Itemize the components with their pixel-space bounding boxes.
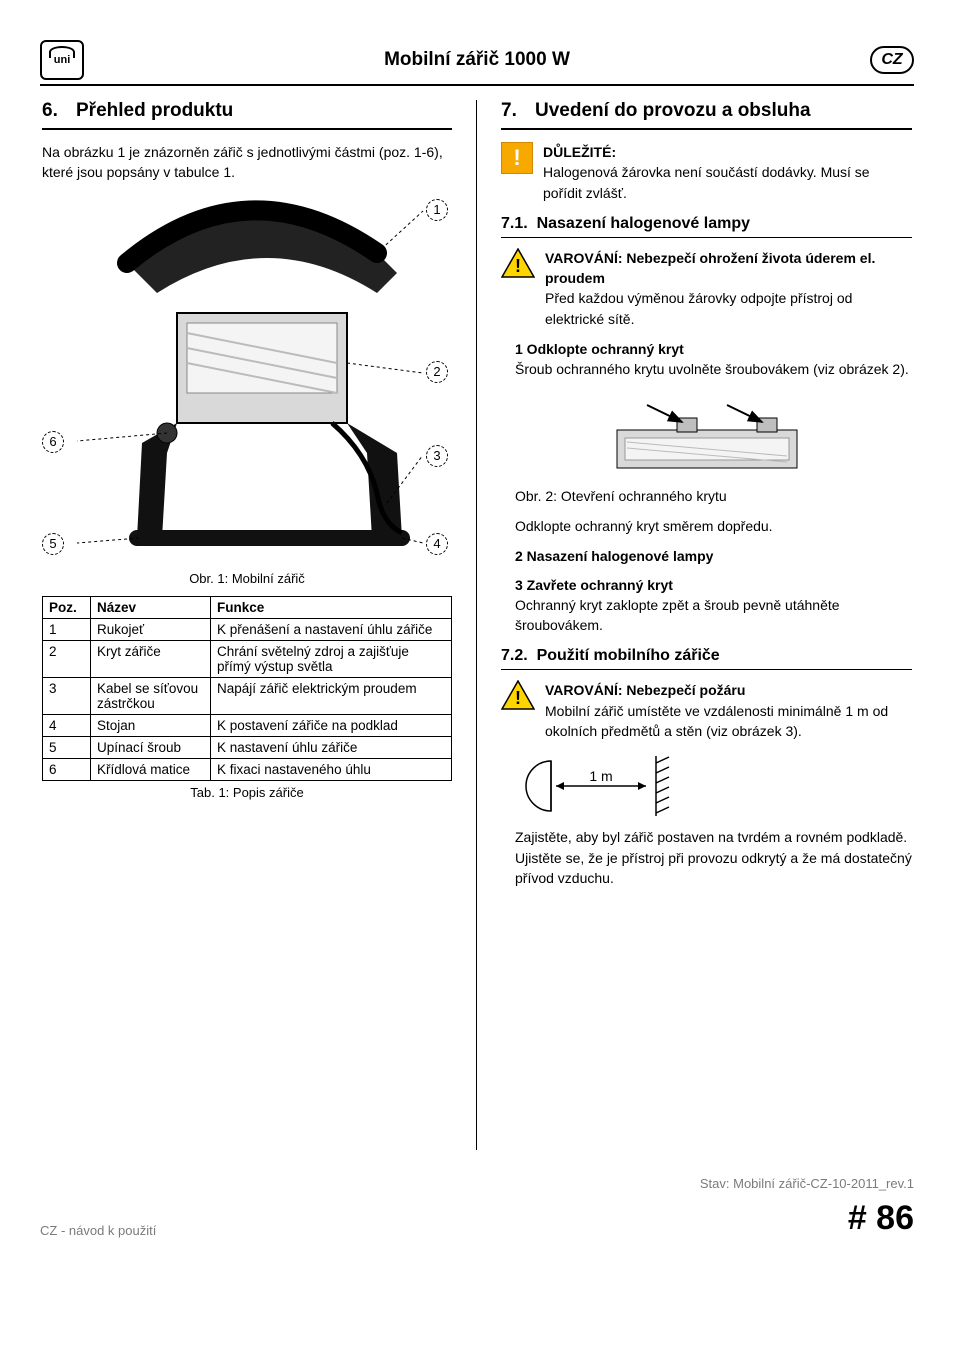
table-cell: 4 (43, 714, 91, 736)
distance-diagram: 1 m (521, 751, 701, 821)
warning-notice-shock: ! VAROVÁNÍ: Nebezpečí ohrožení života úd… (501, 248, 912, 329)
table-header: Poz. (43, 596, 91, 618)
warning-icon: ! (501, 680, 535, 710)
step-3-head: 3 Zavřete ochranný kryt (515, 577, 673, 593)
right-column: 7. Uvedení do provozu a obsluha ! DŮLEŽI… (477, 100, 914, 1150)
table-row: 1RukojeťK přenášení a nastavení úhlu zář… (43, 618, 452, 640)
table-cell: K fixaci nastaveného úhlu (211, 758, 452, 780)
step-2: 2 Nasazení halogenové lampy (515, 546, 912, 566)
content-columns: 6. Přehled produktu Na obrázku 1 je znáz… (40, 100, 914, 1150)
page-header: uni Mobilní zářič 1000 W CZ (40, 40, 914, 80)
step-1-head: 1 Odklopte ochranný kryt (515, 341, 684, 357)
warning-icon: ! (501, 248, 535, 278)
table-cell: 3 (43, 677, 91, 714)
callout-2: 2 (426, 361, 448, 383)
step-1: 1 Odklopte ochranný kryt Šroub ochrannéh… (515, 339, 912, 380)
table-cell: Upínací šroub (91, 736, 211, 758)
table-cell: 6 (43, 758, 91, 780)
table-row: 2Kryt zářičeChrání světelný zdroj a zaji… (43, 640, 452, 677)
page-number: # 86 (700, 1199, 914, 1238)
subsection-7-2-heading: 7.2. Použití mobilního zářiče (501, 647, 912, 670)
warning-body: VAROVÁNÍ: Nebezpečí ohrožení života úder… (545, 248, 912, 329)
warning-text-1: Mobilní zářič umístěte ve vzdálenosti mi… (545, 703, 888, 739)
brand-logo: uni (40, 40, 84, 80)
table-cell: Chrání světelný zdroj a zajišťuje přímý … (211, 640, 452, 677)
subsection-7-1-heading: 7.1. Nasazení halogenové lampy (501, 215, 912, 238)
table-cell: K postavení zářiče na podklad (211, 714, 452, 736)
important-label: DŮLEŽITÉ: (543, 144, 616, 160)
warning-notice-fire: ! VAROVÁNÍ: Nebezpečí požáru Mobilní zář… (501, 680, 912, 741)
step-1-text: Šroub ochranného krytu uvolněte šroubová… (515, 361, 909, 377)
lamp-cover-illustration (597, 390, 817, 480)
table-header: Název (91, 596, 211, 618)
callout-5: 5 (42, 533, 64, 555)
section-7-heading: 7. Uvedení do provozu a obsluha (501, 100, 912, 130)
product-figure: 1 2 3 4 5 6 (42, 193, 452, 563)
warning-text-2: Zajistěte, aby byl zářič postaven na tvr… (515, 827, 912, 888)
section-title: Přehled produktu (76, 100, 452, 122)
table-cell: Křídlová matice (91, 758, 211, 780)
warning-label: VAROVÁNÍ: Nebezpečí ohrožení života úder… (545, 250, 875, 286)
warning-body: VAROVÁNÍ: Nebezpečí požáru Mobilní zářič… (545, 680, 912, 741)
warning-label: VAROVÁNÍ: Nebezpečí požáru (545, 682, 745, 698)
section-6-heading: 6. Přehled produktu (42, 100, 452, 130)
section-6-intro: Na obrázku 1 je znázorněn zářič s jednot… (42, 142, 452, 183)
table-cell: 5 (43, 736, 91, 758)
table-cell: 1 (43, 618, 91, 640)
table-cell: K přenášení a nastavení úhlu zářiče (211, 618, 452, 640)
table-cell: Kabel se síťovou zástrčkou (91, 677, 211, 714)
footer-right: Stav: Mobilní zářič-CZ-10-2011_rev.1 (700, 1176, 914, 1191)
table-row: 3Kabel se síťovou zástrčkouNapájí zářič … (43, 677, 452, 714)
distance-label: 1 m (589, 768, 612, 784)
footer-left: CZ - návod k použití (40, 1223, 156, 1238)
header-rule (40, 84, 914, 86)
callout-3: 3 (426, 445, 448, 467)
figure-2-caption: Obr. 2: Otevření ochranného krytu (515, 486, 912, 506)
figure-1-caption: Obr. 1: Mobilní zářič (42, 571, 452, 586)
important-icon: ! (501, 142, 533, 174)
figure-2-subtext: Odklopte ochranný kryt směrem dopředu. (515, 516, 912, 536)
step-3: 3 Zavřete ochranný kryt Ochranný kryt za… (515, 575, 912, 636)
page-title: Mobilní zářič 1000 W (84, 49, 870, 71)
table-row: 4StojanK postavení zářiče na podklad (43, 714, 452, 736)
table-1-caption: Tab. 1: Popis zářiče (42, 785, 452, 800)
callout-6: 6 (42, 431, 64, 453)
page-footer: CZ - návod k použití Stav: Mobilní zářič… (40, 1176, 914, 1238)
parts-table: Poz.NázevFunkce 1RukojeťK přenášení a na… (42, 596, 452, 781)
table-cell: K nastavení úhlu zářiče (211, 736, 452, 758)
step-2-head: 2 Nasazení halogenové lampy (515, 548, 713, 564)
table-cell: Stojan (91, 714, 211, 736)
important-body: DŮLEŽITÉ: Halogenová žárovka není součás… (543, 142, 912, 203)
important-notice: ! DŮLEŽITÉ: Halogenová žárovka není souč… (501, 142, 912, 203)
warning-text: Před každou výměnou žárovky odpojte přís… (545, 290, 852, 326)
section-number: 6. (42, 100, 76, 122)
step-3-text: Ochranný kryt zaklopte zpět a šroub pevn… (515, 597, 840, 633)
svg-text:!: ! (515, 688, 521, 708)
table-cell: Rukojeť (91, 618, 211, 640)
important-text: Halogenová žárovka není součástí dodávky… (543, 164, 870, 200)
section-title: Uvedení do provozu a obsluha (535, 100, 912, 122)
table-cell: 2 (43, 640, 91, 677)
table-row: 5Upínací šroubK nastavení úhlu zářiče (43, 736, 452, 758)
table-row: 6Křídlová maticeK fixaci nastaveného úhl… (43, 758, 452, 780)
left-column: 6. Přehled produktu Na obrázku 1 je znáz… (40, 100, 477, 1150)
callout-4: 4 (426, 533, 448, 555)
floodlight-illustration (67, 193, 427, 553)
section-number: 7. (501, 100, 535, 122)
table-cell: Kryt zářiče (91, 640, 211, 677)
callout-1: 1 (426, 199, 448, 221)
table-header: Funkce (211, 596, 452, 618)
table-cell: Napájí zářič elektrickým proudem (211, 677, 452, 714)
svg-text:!: ! (515, 256, 521, 276)
language-badge: CZ (870, 46, 914, 74)
